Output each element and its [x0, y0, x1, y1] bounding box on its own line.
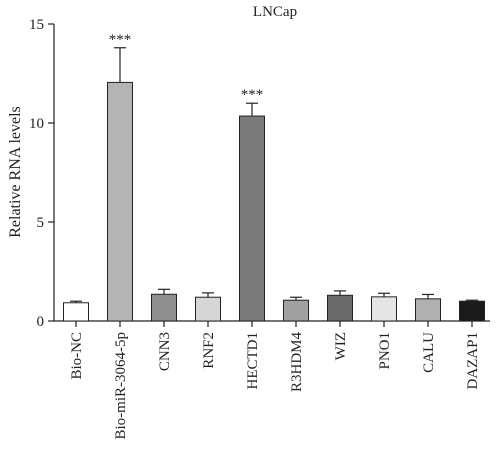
bars-group: [63, 81, 485, 322]
x-tick-label: RNF2: [201, 332, 217, 369]
x-tick-label: Bio-miR-3064-5p: [113, 332, 129, 440]
x-tick-label: R3HDM4: [289, 332, 305, 393]
y-tick-label: 15: [29, 17, 44, 33]
x-tick-label: Bio-NC: [69, 332, 85, 380]
bar: [459, 300, 485, 322]
x-tick-label: WIZ: [333, 332, 349, 360]
y-tick-label: 5: [37, 215, 45, 231]
error-bars-group: [70, 47, 478, 303]
bar: [371, 296, 397, 322]
x-tick-label: CALU: [421, 332, 437, 373]
x-tick-labels: Bio-NC Bio-miR-3064-5p CNN3 RNF2 HECTD1 R3HDM…: [69, 332, 481, 440]
bar: [151, 293, 177, 322]
bar: [195, 296, 221, 322]
significance-label: ***: [109, 32, 132, 48]
bar: [239, 115, 265, 322]
annotations-group: *** ***: [109, 32, 264, 103]
bar: [283, 299, 309, 322]
bar: [327, 294, 353, 322]
y-tick-label: 10: [29, 116, 44, 132]
x-tick-label: PNO1: [377, 332, 393, 370]
chart-title: LNCap: [253, 4, 297, 20]
x-tick-label: CNN3: [157, 332, 173, 371]
x-tick-label: DAZAP1: [465, 332, 481, 390]
y-axis-label: Relative RNA levels: [7, 106, 24, 238]
x-tick-label: HECTD1: [245, 332, 261, 390]
y-tick-label: 0: [37, 314, 45, 330]
bar: [107, 81, 133, 322]
bar: [415, 298, 441, 322]
bar: [63, 302, 89, 322]
significance-label: ***: [241, 87, 264, 103]
